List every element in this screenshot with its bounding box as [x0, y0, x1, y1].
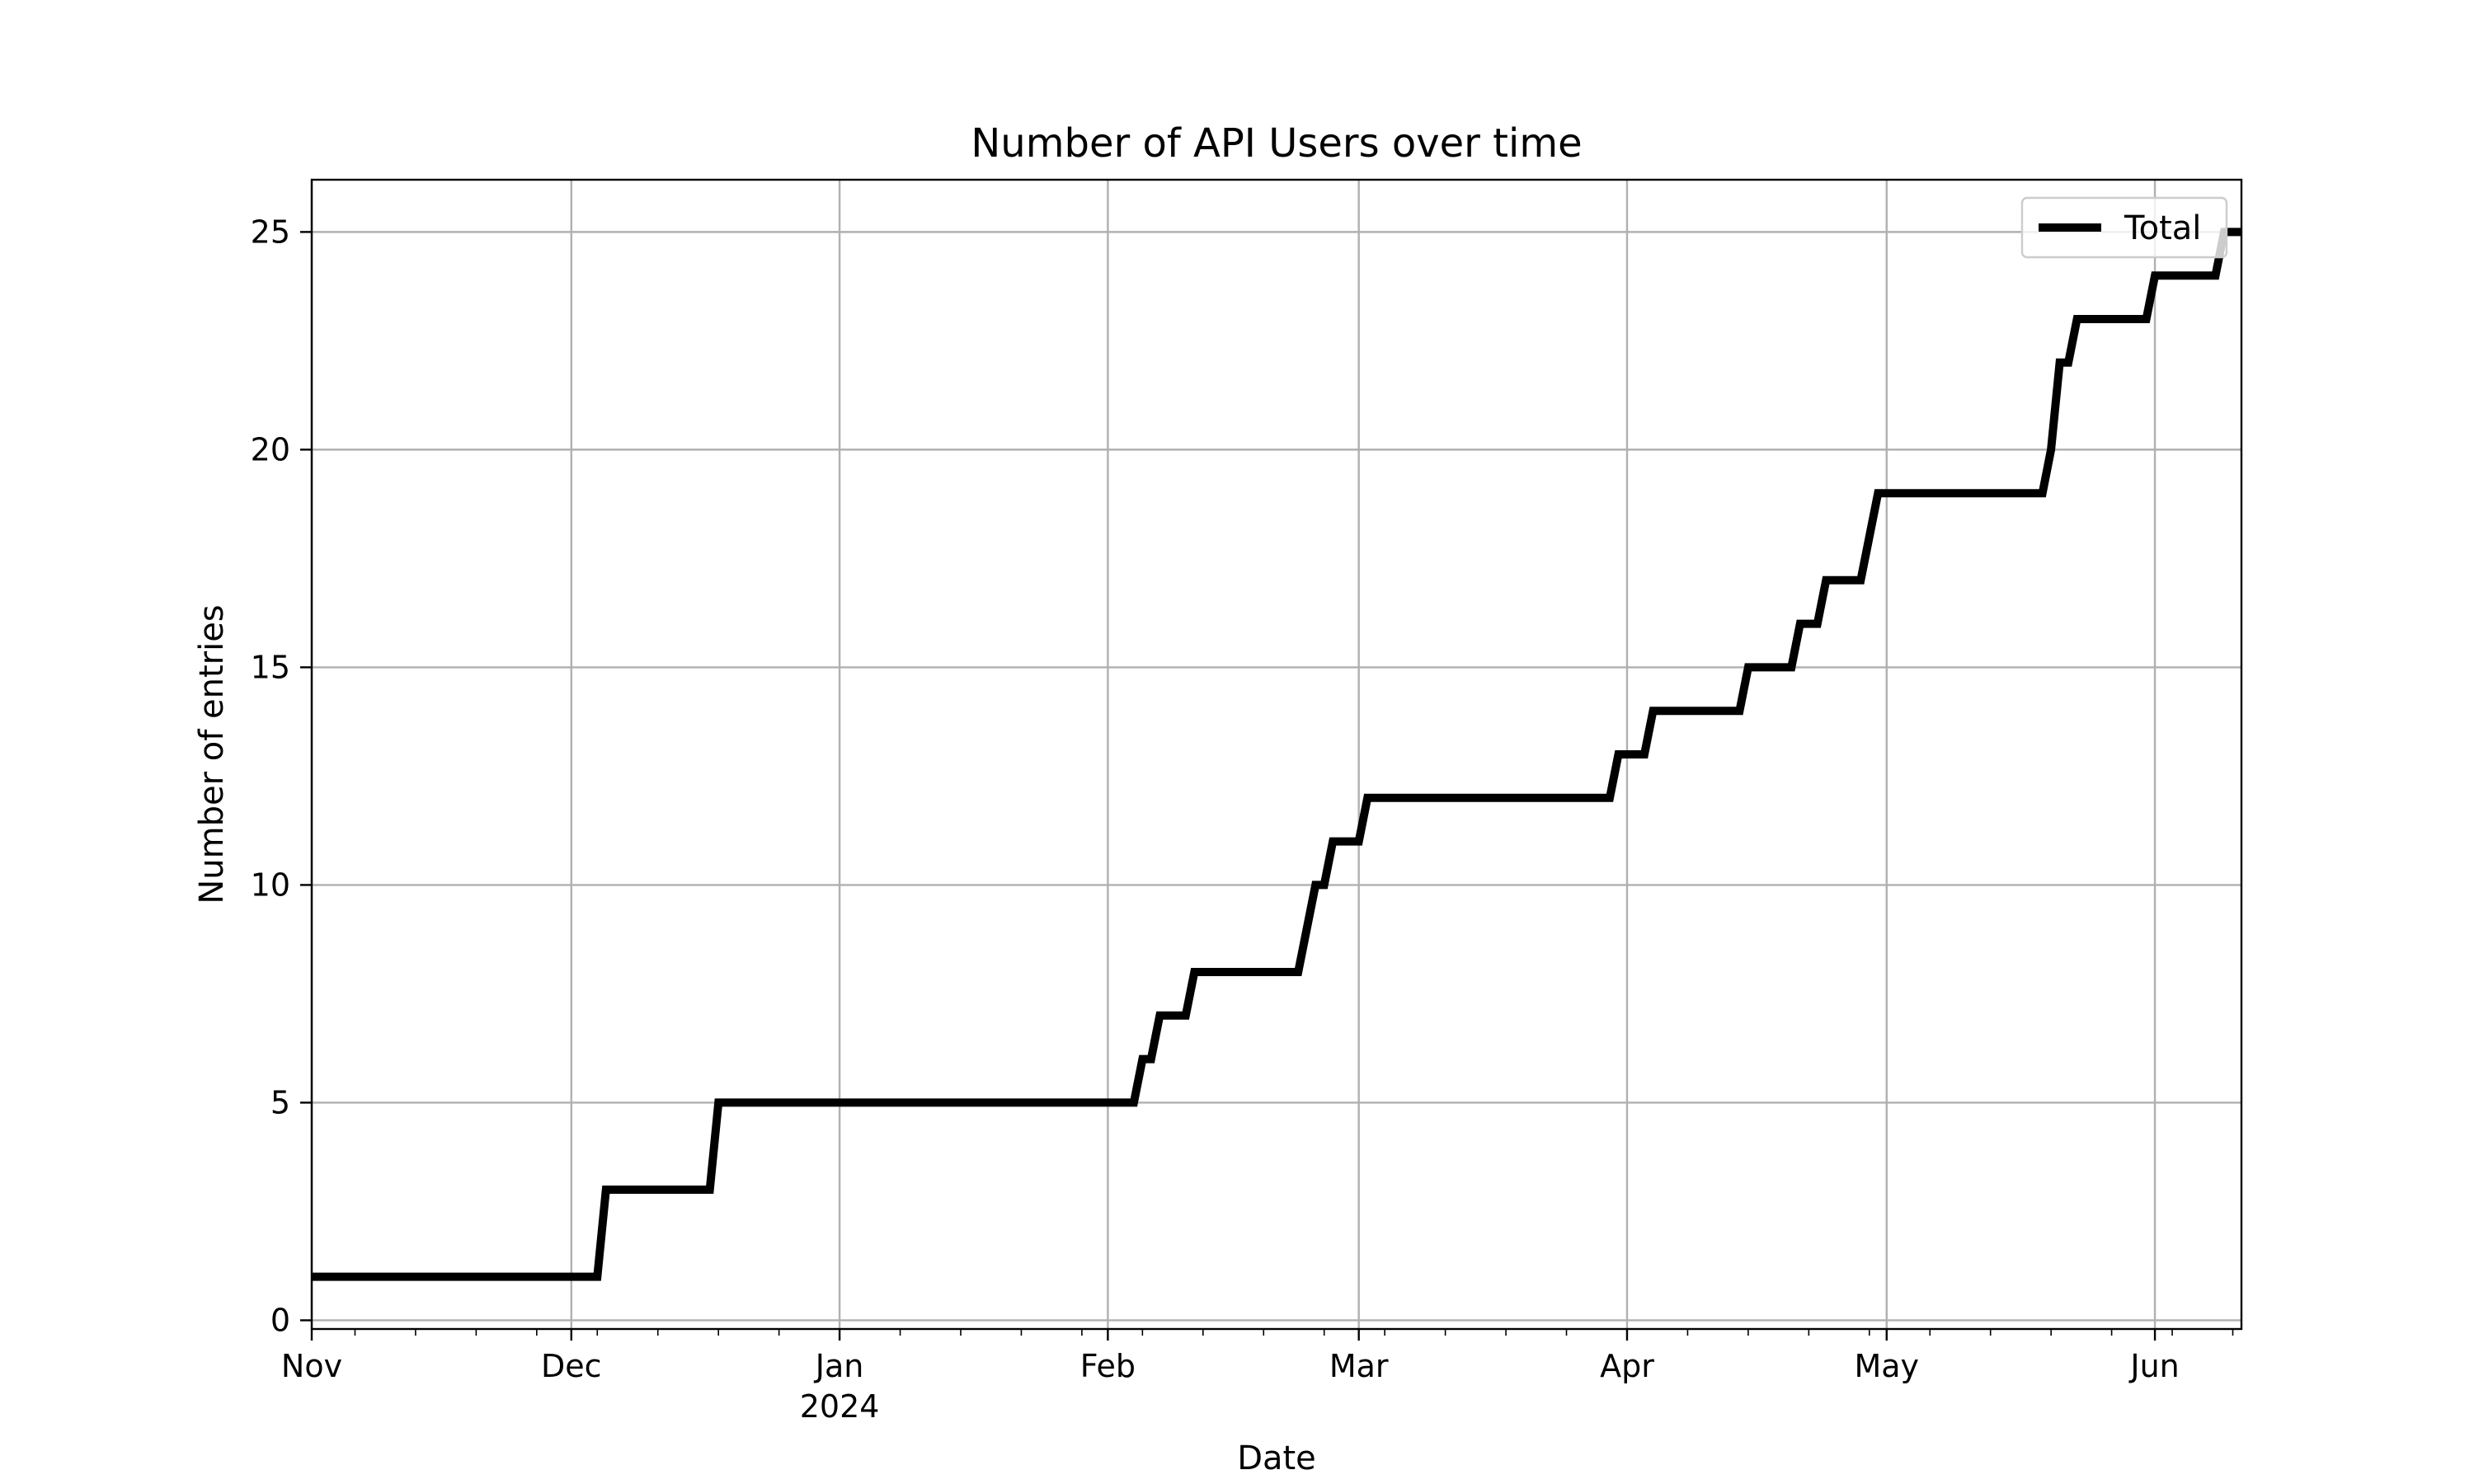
legend-box [2020, 196, 2228, 259]
y-tick-label: 10 [251, 866, 290, 903]
grid-lines [310, 180, 2241, 1329]
series-line-total [312, 228, 2241, 1281]
x-tick-label: May [1854, 1348, 1919, 1384]
legend: Total [2020, 196, 2228, 259]
y-tick-label: 0 [270, 1302, 290, 1338]
x-tick-label: Apr [1600, 1348, 1654, 1384]
x-tick-label: Jun [2128, 1348, 2179, 1384]
legend-label-total: Total [2124, 209, 2201, 247]
plot-area-frame [310, 178, 2243, 1331]
x-tick-label: Jan [814, 1348, 864, 1384]
y-axis-label: Number of entries [193, 604, 231, 904]
x-tick-label: Feb [1080, 1348, 1136, 1384]
x-tick-sublabel: 2024 [800, 1388, 880, 1425]
y-tick-label: 20 [251, 431, 290, 467]
chart-title: Number of API Users over time [971, 120, 1582, 167]
x-tick-label: Nov [281, 1348, 342, 1384]
x-axis-ticks: Nov Dec Jan 2024 Feb Mar Apr May Jun [281, 1329, 2234, 1425]
y-tick-label: 25 [251, 214, 290, 250]
y-tick-label: 5 [270, 1084, 290, 1120]
y-tick-label: 15 [251, 649, 290, 685]
y-axis-ticks: 0 5 10 15 20 25 [251, 214, 312, 1338]
x-axis-label: Date [1237, 1439, 1316, 1477]
x-tick-label: Mar [1329, 1348, 1389, 1384]
x-tick-label: Dec [541, 1348, 602, 1384]
series-layer [312, 228, 2241, 1281]
